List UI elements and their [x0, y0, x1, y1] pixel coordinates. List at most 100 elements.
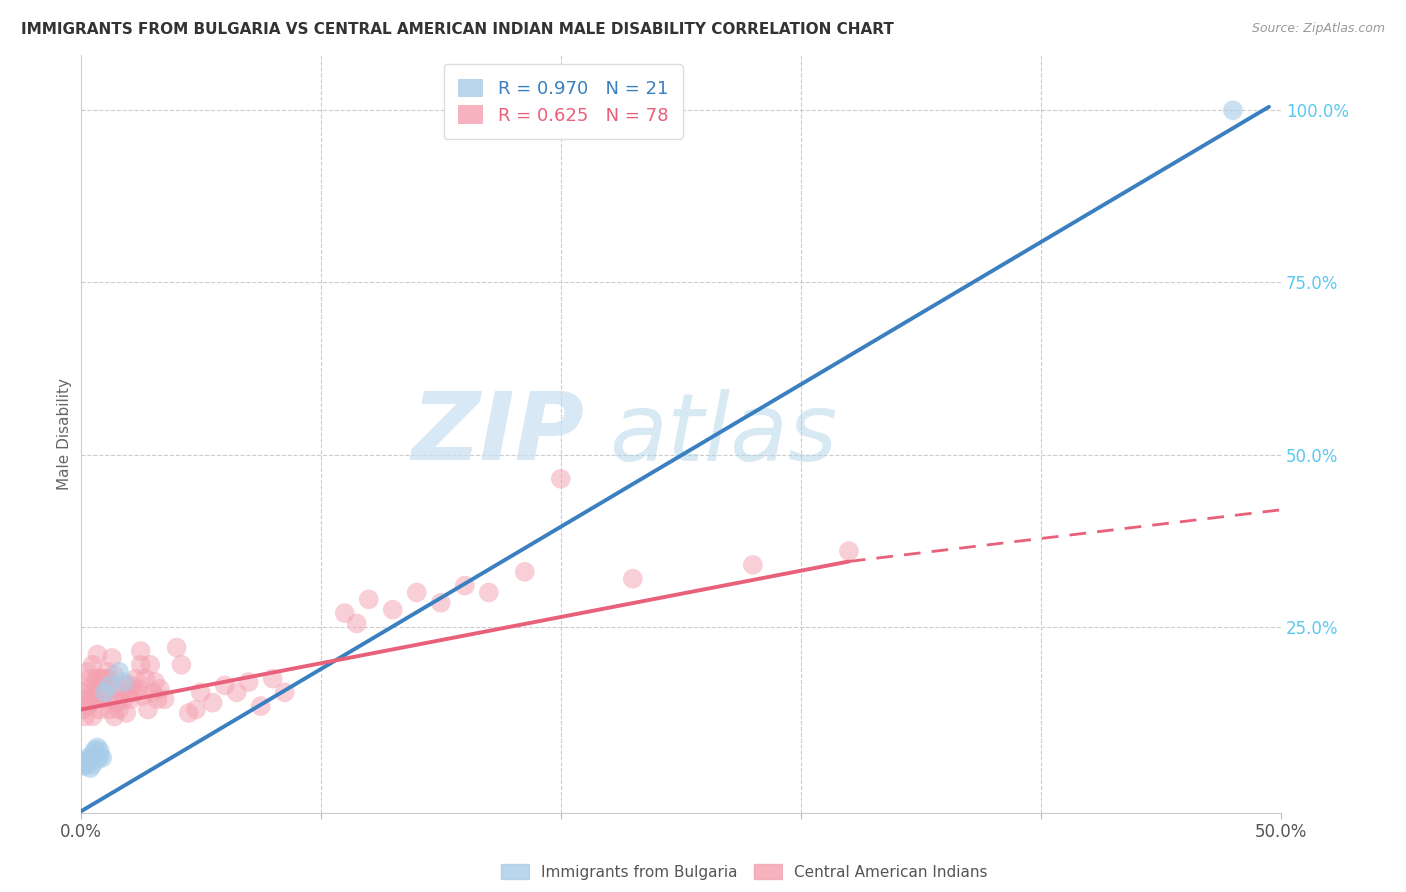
- Point: [149, 681, 172, 696]
- Point: [143, 675, 166, 690]
- Point: [146, 692, 169, 706]
- Point: [118, 685, 141, 699]
- Point: [153, 692, 176, 706]
- Point: [621, 572, 644, 586]
- Point: [273, 685, 295, 699]
- Point: [82, 757, 104, 772]
- Point: [115, 678, 138, 692]
- Point: [201, 696, 224, 710]
- Point: [136, 702, 159, 716]
- Point: [79, 696, 101, 710]
- Point: [405, 585, 427, 599]
- Point: [96, 681, 118, 696]
- Point: [84, 692, 107, 706]
- Point: [93, 689, 115, 703]
- Point: [98, 678, 121, 692]
- Point: [741, 558, 763, 572]
- Point: [333, 606, 356, 620]
- Point: [79, 761, 101, 775]
- Point: [79, 752, 101, 766]
- Point: [105, 696, 128, 710]
- Point: [108, 702, 131, 716]
- Point: [86, 685, 108, 699]
- Point: [84, 745, 107, 759]
- Point: [91, 692, 114, 706]
- Point: [381, 603, 404, 617]
- Point: [86, 740, 108, 755]
- Y-axis label: Male Disability: Male Disability: [58, 378, 72, 490]
- Point: [190, 685, 212, 699]
- Point: [75, 754, 97, 768]
- Point: [82, 709, 104, 723]
- Point: [91, 751, 114, 765]
- Point: [225, 685, 247, 699]
- Point: [84, 742, 107, 756]
- Point: [91, 672, 114, 686]
- Point: [89, 678, 111, 692]
- Point: [177, 706, 200, 720]
- Point: [346, 616, 368, 631]
- Point: [93, 672, 115, 686]
- Point: [72, 757, 94, 772]
- Point: [98, 702, 121, 716]
- Point: [115, 706, 138, 720]
- Point: [103, 668, 125, 682]
- Point: [429, 596, 451, 610]
- Point: [454, 578, 477, 592]
- Point: [478, 585, 501, 599]
- Point: [76, 699, 98, 714]
- Point: [134, 672, 156, 686]
- Point: [125, 672, 148, 686]
- Point: [89, 702, 111, 716]
- Point: [112, 692, 135, 706]
- Point: [86, 648, 108, 662]
- Point: [75, 759, 97, 773]
- Point: [82, 747, 104, 762]
- Point: [170, 657, 193, 672]
- Bar: [754, 863, 782, 880]
- Point: [132, 689, 155, 703]
- Text: Source: ZipAtlas.com: Source: ZipAtlas.com: [1251, 22, 1385, 36]
- Point: [262, 672, 284, 686]
- Point: [108, 665, 131, 679]
- Point: [1222, 103, 1244, 118]
- Point: [838, 544, 860, 558]
- Point: [129, 657, 152, 672]
- Point: [76, 756, 98, 771]
- Point: [513, 565, 536, 579]
- Point: [72, 702, 94, 716]
- Text: Immigrants from Bulgaria: Immigrants from Bulgaria: [541, 865, 738, 880]
- Point: [103, 709, 125, 723]
- Point: [75, 709, 97, 723]
- Point: [112, 675, 135, 690]
- Point: [139, 657, 162, 672]
- Point: [214, 678, 236, 692]
- Point: [76, 681, 98, 696]
- Point: [184, 702, 207, 716]
- Point: [120, 678, 142, 692]
- Point: [120, 692, 142, 706]
- Point: [89, 749, 111, 764]
- Point: [76, 751, 98, 765]
- Point: [110, 685, 132, 699]
- Bar: [501, 863, 529, 880]
- Point: [82, 685, 104, 699]
- Point: [72, 685, 94, 699]
- Point: [93, 685, 115, 699]
- Point: [82, 657, 104, 672]
- Text: ZIP: ZIP: [412, 388, 585, 480]
- Point: [84, 675, 107, 690]
- Point: [357, 592, 380, 607]
- Point: [105, 681, 128, 696]
- Text: IMMIGRANTS FROM BULGARIA VS CENTRAL AMERICAN INDIAN MALE DISABILITY CORRELATION : IMMIGRANTS FROM BULGARIA VS CENTRAL AMER…: [21, 22, 894, 37]
- Point: [122, 685, 145, 699]
- Point: [238, 675, 260, 690]
- Point: [127, 681, 149, 696]
- Point: [76, 665, 98, 679]
- Point: [96, 665, 118, 679]
- Point: [75, 692, 97, 706]
- Point: [98, 672, 121, 686]
- Legend: R = 0.970   N = 21, R = 0.625   N = 78: R = 0.970 N = 21, R = 0.625 N = 78: [444, 64, 683, 139]
- Point: [142, 685, 165, 699]
- Point: [249, 699, 271, 714]
